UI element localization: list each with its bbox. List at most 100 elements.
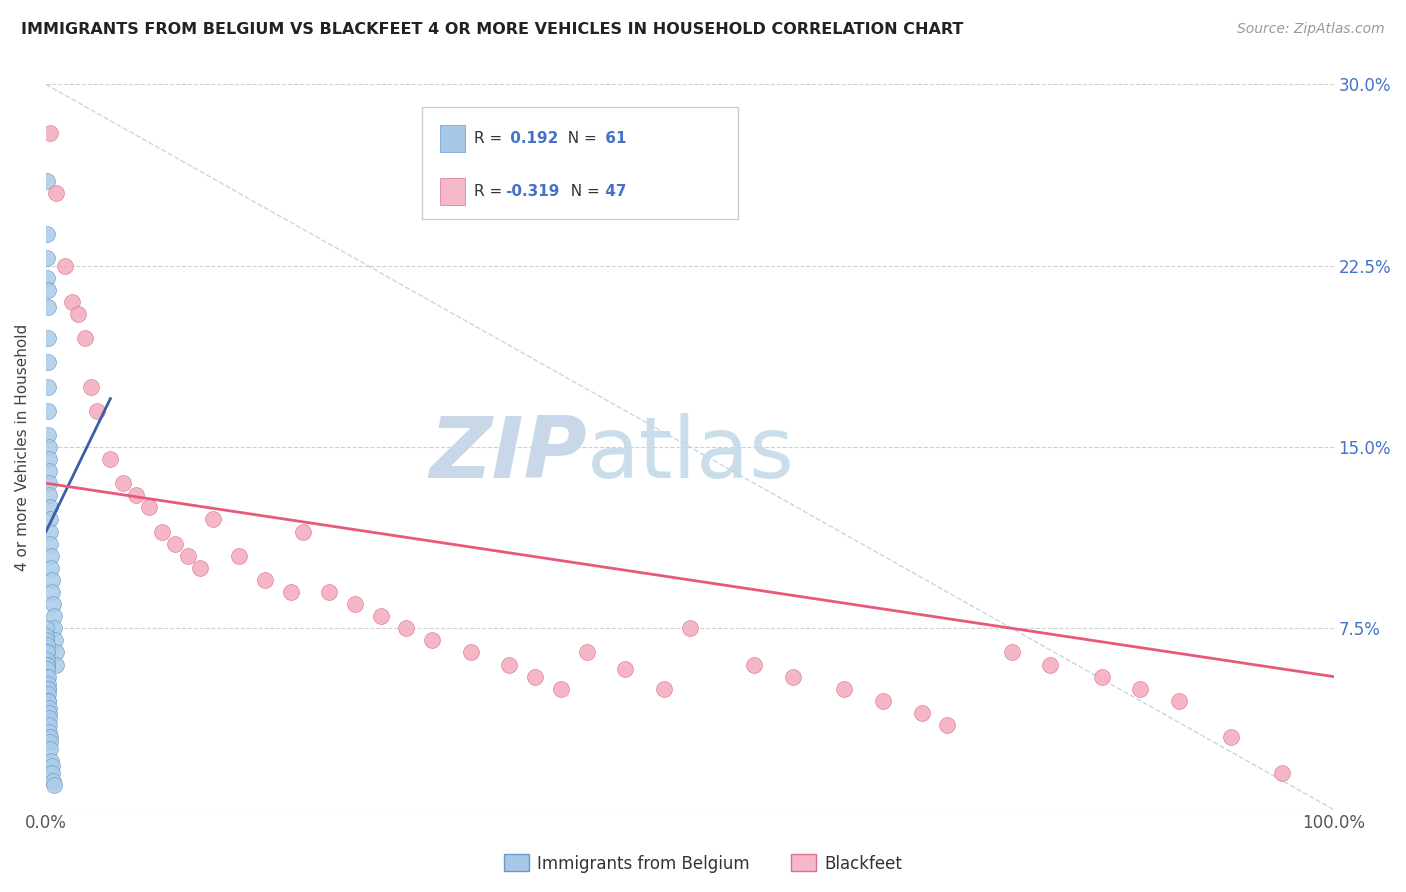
Point [67,307,90,321]
Point [37,670,59,684]
Point [38,524,60,539]
Point [53,259,76,273]
Point [35,621,58,635]
Point [150,524,173,539]
Point [190,561,212,575]
Point [35,645,58,659]
Point [460,645,482,659]
Point [73,331,96,345]
Point [60,295,83,310]
Text: ZIP: ZIP [429,413,586,496]
Point [832,681,855,696]
Point [1271,766,1294,780]
Point [1168,694,1191,708]
Point [38,452,60,467]
Point [38,730,60,744]
Point [42,597,65,611]
Point [37,681,59,696]
Point [38,512,60,526]
Point [38,440,60,454]
Point [910,706,932,720]
Point [35,628,58,642]
Point [42,778,65,792]
Point [343,597,366,611]
Point [652,681,675,696]
Point [38,718,60,732]
Point [41,759,63,773]
Point [44,633,66,648]
Point [39,754,62,768]
Point [420,633,443,648]
Point [45,186,67,201]
Point [524,670,547,684]
Point [37,379,59,393]
Point [35,633,58,648]
Point [45,657,67,672]
Point [125,488,148,502]
Point [86,403,108,417]
Text: N =: N = [558,131,602,145]
Text: Source: ZipAtlas.com: Source: ZipAtlas.com [1237,22,1385,37]
Text: 61: 61 [600,131,627,145]
Point [35,653,58,667]
Point [38,735,60,749]
Point [37,657,59,672]
Point [395,621,418,635]
Text: 0.192: 0.192 [505,131,558,145]
Text: atlas: atlas [586,413,794,496]
Point [38,701,60,715]
Point [41,585,63,599]
Point [35,252,58,266]
Point [679,621,702,635]
Point [35,645,58,659]
Point [37,331,59,345]
Point [41,573,63,587]
Text: IMMIGRANTS FROM BELGIUM VS BLACKFEET 4 OR MORE VEHICLES IN HOUSEHOLD CORRELATION: IMMIGRANTS FROM BELGIUM VS BLACKFEET 4 O… [21,22,963,37]
Point [280,585,302,599]
Point [37,694,59,708]
Point [1219,730,1241,744]
Point [37,686,59,700]
Point [498,657,520,672]
Point [39,536,62,550]
Point [38,725,60,739]
Point [176,549,198,563]
Point [37,662,59,676]
Point [39,742,62,756]
Point [1129,681,1152,696]
Point [45,645,67,659]
Point [38,711,60,725]
Point [98,452,121,467]
Point [35,174,58,188]
Point [253,573,276,587]
Point [1001,645,1024,659]
Point [42,609,65,624]
Point [318,585,340,599]
Point [38,488,60,502]
Point [39,561,62,575]
Point [44,621,66,635]
Point [575,645,598,659]
Point [37,270,59,285]
Legend: Immigrants from Belgium, Blackfeet: Immigrants from Belgium, Blackfeet [496,847,910,880]
Text: R =: R = [474,185,508,199]
Point [138,500,160,515]
Point [37,355,59,369]
Point [228,549,250,563]
Point [80,379,103,393]
Point [42,773,65,788]
Point [37,677,59,691]
Point [38,706,60,720]
Point [872,694,894,708]
Point [38,464,60,478]
Point [742,657,765,672]
Text: -0.319: -0.319 [505,185,560,199]
Point [1091,670,1114,684]
Point [37,681,59,696]
Point [38,500,60,515]
Text: R =: R = [474,131,508,145]
Point [782,670,804,684]
Text: N =: N = [561,185,605,199]
Point [37,403,59,417]
Point [37,300,59,314]
